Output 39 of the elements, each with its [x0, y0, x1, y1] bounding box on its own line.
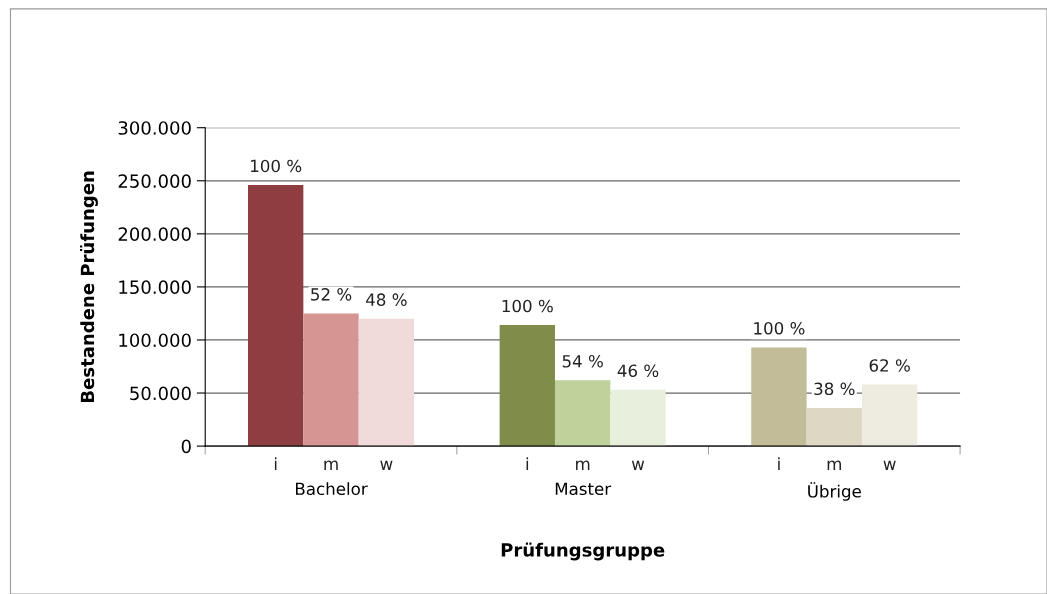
series-label: w: [380, 460, 393, 470]
y-tick-label: 200.000: [118, 227, 191, 241]
bar: [806, 407, 862, 447]
y-tick-label: 300.000: [118, 121, 191, 135]
y-tick-label: 100.000: [119, 333, 191, 348]
bar: [499, 325, 555, 447]
bar: [247, 185, 304, 447]
text: w: [631, 460, 645, 470]
x-axis-title: Prüfungsgruppe: [501, 542, 665, 561]
text: w: [883, 460, 896, 470]
x-tick-label: Master: [555, 482, 612, 496]
annotation: 100 %: [754, 322, 805, 335]
bar: [861, 384, 918, 447]
annotation: 100 %: [502, 299, 553, 313]
annotation: 100 %: [251, 159, 302, 173]
annotation: 46 %: [617, 364, 659, 378]
annotation: 54 %: [562, 354, 603, 368]
text: i: [778, 457, 780, 470]
annotation: 38 %: [814, 382, 855, 396]
y-axis-title: Bestandene Prüfungen: [80, 171, 98, 403]
text: m: [827, 460, 841, 470]
annotation: 48 %: [366, 293, 407, 306]
annotation: 52 %: [311, 288, 352, 301]
y-tick-label: 50.000: [130, 386, 191, 401]
bar: [751, 347, 807, 447]
y-tick-label: 250.000: [118, 174, 191, 188]
x-tick-label: Übrige: [808, 482, 861, 501]
text: i: [526, 457, 529, 470]
bar: [358, 318, 415, 447]
series-label: i: [274, 457, 277, 470]
bar: [303, 313, 359, 447]
annotation: 62 %: [869, 359, 910, 372]
y-tick-label: 150.000: [119, 280, 191, 295]
bar: [554, 380, 611, 447]
text: m: [576, 460, 590, 470]
y-tick-label: 0: [181, 439, 191, 454]
bar: [610, 389, 666, 447]
series-label: m: [324, 460, 338, 470]
x-tick-label: Bachelor: [296, 482, 368, 496]
